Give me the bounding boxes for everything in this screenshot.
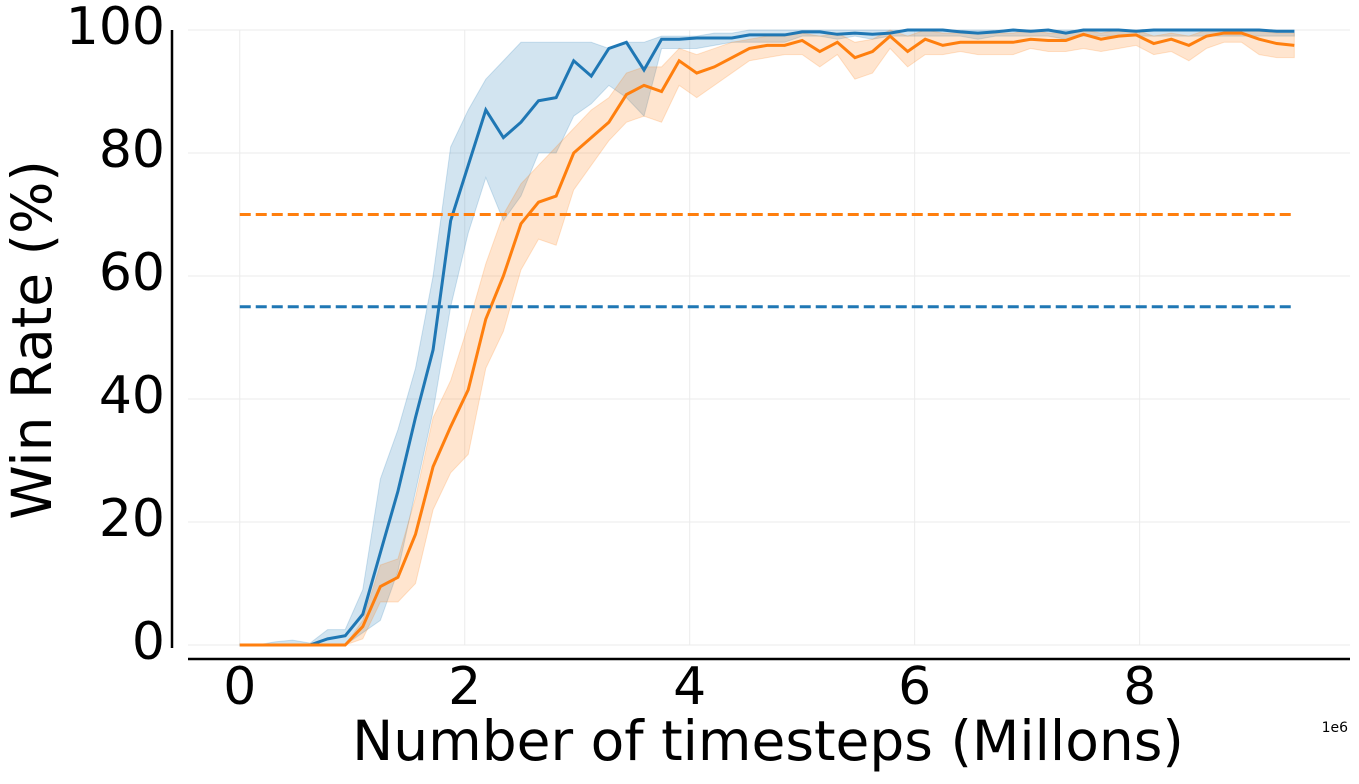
y-tick-label: 80 — [99, 120, 165, 180]
y-tick-label: 100 — [66, 0, 165, 57]
line — [239, 31, 1295, 647]
x-axis-label: Number of timesteps (Millons) — [352, 709, 1184, 773]
band — [239, 29, 1295, 646]
x-tick-label: 8 — [1123, 657, 1156, 717]
x-tick-label: 6 — [898, 657, 931, 717]
x-tick-label: 4 — [673, 657, 706, 717]
band — [239, 29, 1295, 646]
x-tick-label: 2 — [448, 657, 481, 717]
y-tick-label: 40 — [99, 366, 165, 426]
y-axis-label: Win Rate (%) — [0, 160, 64, 520]
y-tick-label: 20 — [99, 489, 165, 549]
line — [239, 28, 1295, 647]
x-tick-label: 0 — [223, 657, 256, 717]
x-offset-label: 1e6 — [1322, 720, 1349, 736]
y-tick-label: 0 — [132, 612, 165, 672]
y-tick-label: 60 — [99, 243, 165, 303]
